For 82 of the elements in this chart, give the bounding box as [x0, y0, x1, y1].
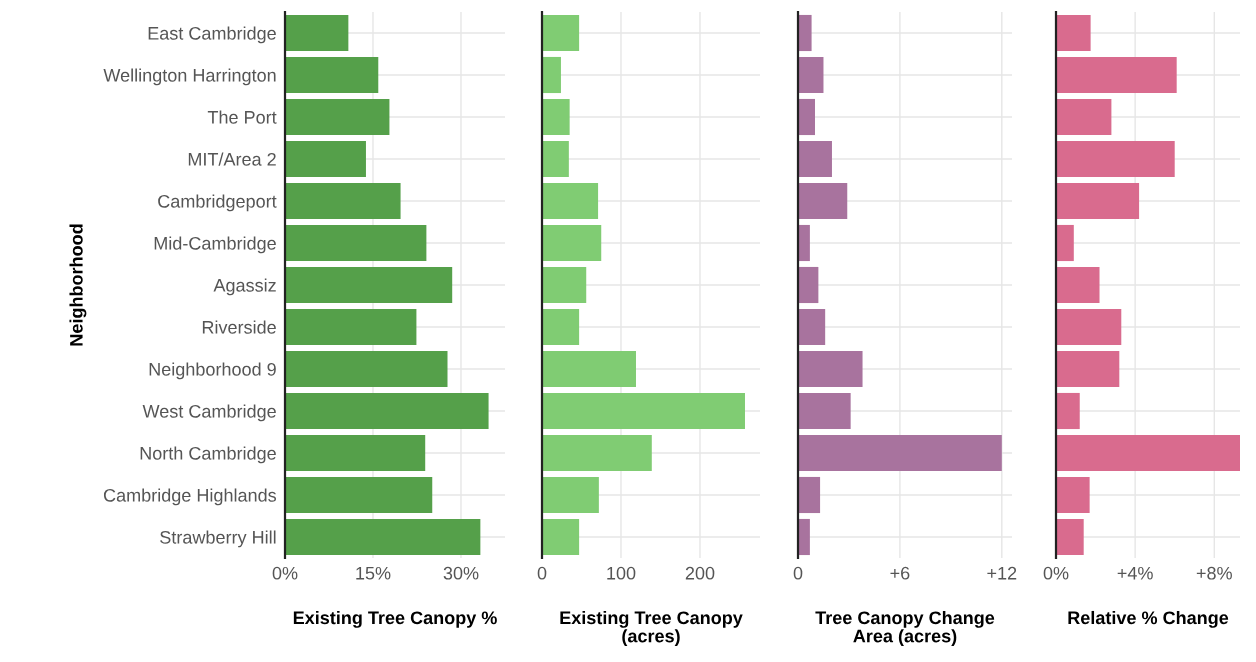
bar [798, 476, 821, 514]
bar [285, 56, 379, 94]
x-tick-label: 30% [443, 566, 479, 580]
x-axis-title: Relative % Change [1068, 610, 1229, 628]
bar [798, 266, 819, 304]
x-tick-label: +12 [987, 566, 1017, 580]
x-tick-label: +8% [1196, 566, 1232, 580]
bar [542, 476, 599, 514]
y-tick-label: Agassiz [213, 278, 276, 296]
y-tick-label: Cambridge Highlands [103, 488, 277, 506]
x-tick-label: 0 [793, 566, 803, 580]
x-tick-label: +6 [890, 566, 910, 580]
y-axis-title: Neighborhood [69, 224, 87, 346]
y-tick-label: Riverside [202, 320, 276, 334]
bar [1056, 224, 1074, 262]
bar [542, 266, 587, 304]
y-tick-label: Wellington Harrington [103, 68, 276, 86]
bar [542, 392, 745, 430]
bar [798, 350, 863, 388]
x-axis-title: Existing Tree Canopy (acres) [560, 610, 743, 646]
bar [285, 98, 390, 136]
bar [285, 434, 426, 472]
bar [542, 350, 636, 388]
bar [1056, 56, 1177, 94]
x-tick-label: 200 [685, 566, 715, 580]
bar [798, 392, 851, 430]
bar [1056, 476, 1090, 514]
x-axis-title: Existing Tree Canopy % [293, 610, 497, 628]
y-tick-label: Strawberry Hill [160, 530, 276, 548]
x-tick-label: +4% [1117, 566, 1153, 580]
bar [1056, 182, 1140, 220]
x-tick-label: 15% [356, 566, 391, 580]
bar [798, 224, 810, 262]
bar [798, 308, 826, 346]
y-tick-label: East Cambridge [148, 26, 276, 44]
bar [798, 56, 824, 94]
bar [798, 14, 812, 52]
x-tick-label: 0 [537, 566, 547, 580]
bar [542, 56, 561, 94]
x-axis-title: Tree Canopy Change Area (acres) [815, 610, 995, 646]
bar [798, 434, 1002, 472]
bar [542, 434, 652, 472]
bar [1056, 140, 1175, 178]
bar [1056, 14, 1091, 52]
bar [285, 518, 481, 556]
bar [1056, 350, 1120, 388]
x-tick-label: 0% [272, 566, 298, 580]
y-tick-label: MIT/Area 2 [188, 152, 276, 166]
bar [1056, 518, 1084, 556]
y-tick-label: West Cambridge [142, 404, 276, 422]
bar [1056, 392, 1080, 430]
bar [285, 140, 366, 178]
bar [285, 476, 433, 514]
bar [1056, 266, 1100, 304]
bar [542, 518, 580, 556]
y-tick-label: North Cambridge [140, 446, 276, 464]
bar [798, 182, 848, 220]
bar [798, 518, 810, 556]
bar [285, 350, 448, 388]
y-tick-label: Neighborhood 9 [149, 362, 276, 380]
y-tick-label: Mid-Cambridge [154, 236, 276, 254]
bar [542, 98, 570, 136]
bar [1056, 308, 1122, 346]
bar [1056, 98, 1112, 136]
bar [1056, 434, 1240, 472]
bar [285, 392, 489, 430]
bar [542, 182, 599, 220]
bar [285, 182, 401, 220]
y-tick-label: Cambridgeport [158, 194, 277, 212]
x-tick-label: 100 [607, 566, 636, 580]
bar [285, 14, 349, 52]
bar [542, 140, 569, 178]
bar [285, 266, 453, 304]
bar [542, 224, 602, 262]
bar [798, 140, 832, 178]
x-tick-label: 0% [1043, 566, 1069, 580]
bar [542, 14, 580, 52]
bar [285, 224, 427, 262]
bar [542, 308, 580, 346]
y-tick-label: The Port [207, 110, 277, 124]
bar [798, 98, 815, 136]
bar [285, 308, 417, 346]
